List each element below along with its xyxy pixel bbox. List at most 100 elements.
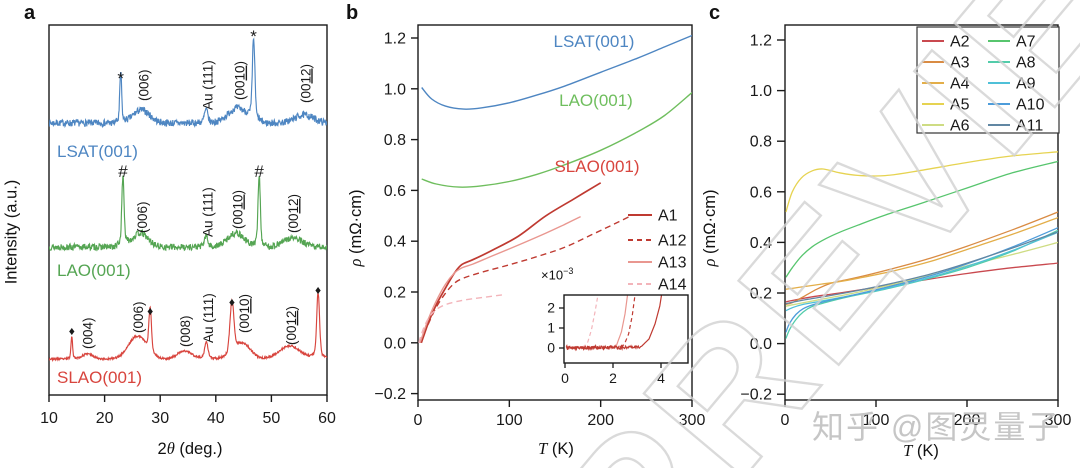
x-tick-label: 0 [414,412,423,429]
y-tick-label: 0.6 [384,183,406,200]
x-tick-label: 200 [587,412,614,429]
y-tick-label: 1.0 [750,83,772,100]
curve-label-SLAO(001): SLAO(001) [554,157,639,176]
rho-symbol: ρ [346,258,365,267]
panel-a-ylabel: Intensity (a.u.) [2,179,21,285]
inset-curve-A1 [565,295,663,352]
legend-label-A10: A10 [1016,97,1045,114]
x-tick-label: 0 [781,412,790,429]
trace-LSAT(001) [49,37,327,129]
T-symbol: T [538,439,548,458]
panel-a-xlabel: 2θ (deg.) [158,439,223,459]
curve-A12 [419,215,631,344]
axes-frame [417,24,693,401]
x-tick-label: 20 [96,410,114,427]
y-tick-label: 1.2 [750,33,772,50]
peak-marker: ♦ [69,324,75,338]
peak-annotation: (0012) [298,64,313,103]
peak-marker: * [117,69,124,88]
panel-a-letter: a [24,2,36,24]
x-tick-label: 100 [863,412,890,429]
panel-b-ylabel-unit: (mΩ·cm) [347,189,365,259]
peak-annotation: (0010) [233,61,248,100]
peak-annotation: Au (111) [200,187,215,237]
panel-b: 0 100 200 3001.21.00.80.60.40.20.0−0.2LSAT(… [374,24,706,429]
x-tick-label: 60 [318,410,336,427]
y-tick-label: 0.8 [750,134,772,151]
zhihu-watermark: 知乎 @图灵量子 [812,409,1062,445]
y-tick-label: 1.0 [384,81,406,98]
curve-label-LAO(001): LAO(001) [559,91,633,110]
peak-annotation: Au (111) [200,60,215,110]
axes-frame [48,24,328,396]
y-tick-label: 0.0 [384,335,406,352]
x-tick-label: 40 [207,410,225,427]
peak-annotation: (0012) [286,194,301,233]
y-tick-label: 0.6 [750,184,772,201]
panel-b-inset: 0 2 4 0 1 2 [547,294,689,386]
deg-unit: (deg.) [174,440,223,458]
peak-marker: * [250,27,257,46]
x-tick-label: 300 [679,412,706,429]
curve-label-LSAT(001): LSAT(001) [57,142,138,161]
legend-label-A8: A8 [1016,55,1036,72]
panel-b-ylabel: ρ (mΩ·cm) [346,189,366,266]
x-tick-label: 30 [151,410,169,427]
curve-A4 [785,216,1058,290]
curve-A8 [785,229,1058,339]
peak-annotation: (0010) [237,294,252,333]
curve-LAO(001) [421,92,692,188]
panel-c-ylabel: ρ (mΩ·cm) [700,189,720,266]
peak-annotation: Au (111) [201,293,216,343]
y-tick-label: 0.4 [384,234,406,251]
y-tick-label: −0.2 [374,386,406,403]
curve-A13 [419,215,581,344]
legend-label-A7: A7 [1016,34,1036,51]
legend-label-A11: A11 [1016,118,1043,135]
curve-A7 [785,160,1058,278]
panel-b-letter: b [346,2,359,24]
y-tick-label: −0.2 [740,387,772,404]
legend-label-A4: A4 [950,76,970,93]
panel-c-xlabel: T (K) [903,441,939,461]
panel-c: 0 100 200 300 1.2 1.0 0.8 0.6 0.4 0.2 0.0 −0.2 A2 A3 A… [740,24,1072,429]
inset-frame [563,294,689,364]
peak-annotation: (0010) [230,190,245,229]
y-tick-label: 0.8 [384,132,406,149]
x-tick-label: 100 [496,412,523,429]
inset-scale-exponent: −3 [563,266,574,276]
legend-label-A13: A13 [658,255,687,272]
legend-label-A6: A6 [950,118,970,135]
legend-label-A5: A5 [950,97,970,114]
curve-LSAT(001) [421,34,692,110]
inset-y-tick-label: 2 [547,300,555,316]
trace-LAO(001) [49,175,327,252]
curve-A14 [418,293,505,343]
curve-A6 [785,241,1058,307]
curve-A5 [785,151,1058,213]
x-tick-label: 300 [1045,412,1072,429]
panel-c-letter: c [709,2,721,24]
theta-symbol: θ [166,439,175,458]
peak-annotation: (0012) [284,306,299,345]
inset-x-tick-label: 4 [657,370,665,386]
x-tick-label: 50 [263,410,281,427]
peak-marker: # [118,162,128,181]
curve-label-LSAT(001): LSAT(001) [554,32,635,51]
legend-label-A3: A3 [950,55,970,72]
two-theta-prefix: 2 [157,440,167,458]
inset-x-tick-label: 0 [561,370,569,386]
peak-annotation: (008) [178,315,193,347]
peak-annotation: (006) [131,301,146,333]
kelvin-unit: (K) [912,442,939,460]
inset-x-tick-label: 2 [609,370,617,386]
y-tick-label: 0.4 [750,235,772,252]
peak-annotation: (006) [137,69,152,101]
trace-SLAO(001) [49,292,327,363]
T-symbol: T [903,441,913,460]
peak-marker: ♦ [147,304,153,318]
y-tick-label: 0.0 [750,336,772,353]
peak-marker: ♦ [315,283,321,297]
